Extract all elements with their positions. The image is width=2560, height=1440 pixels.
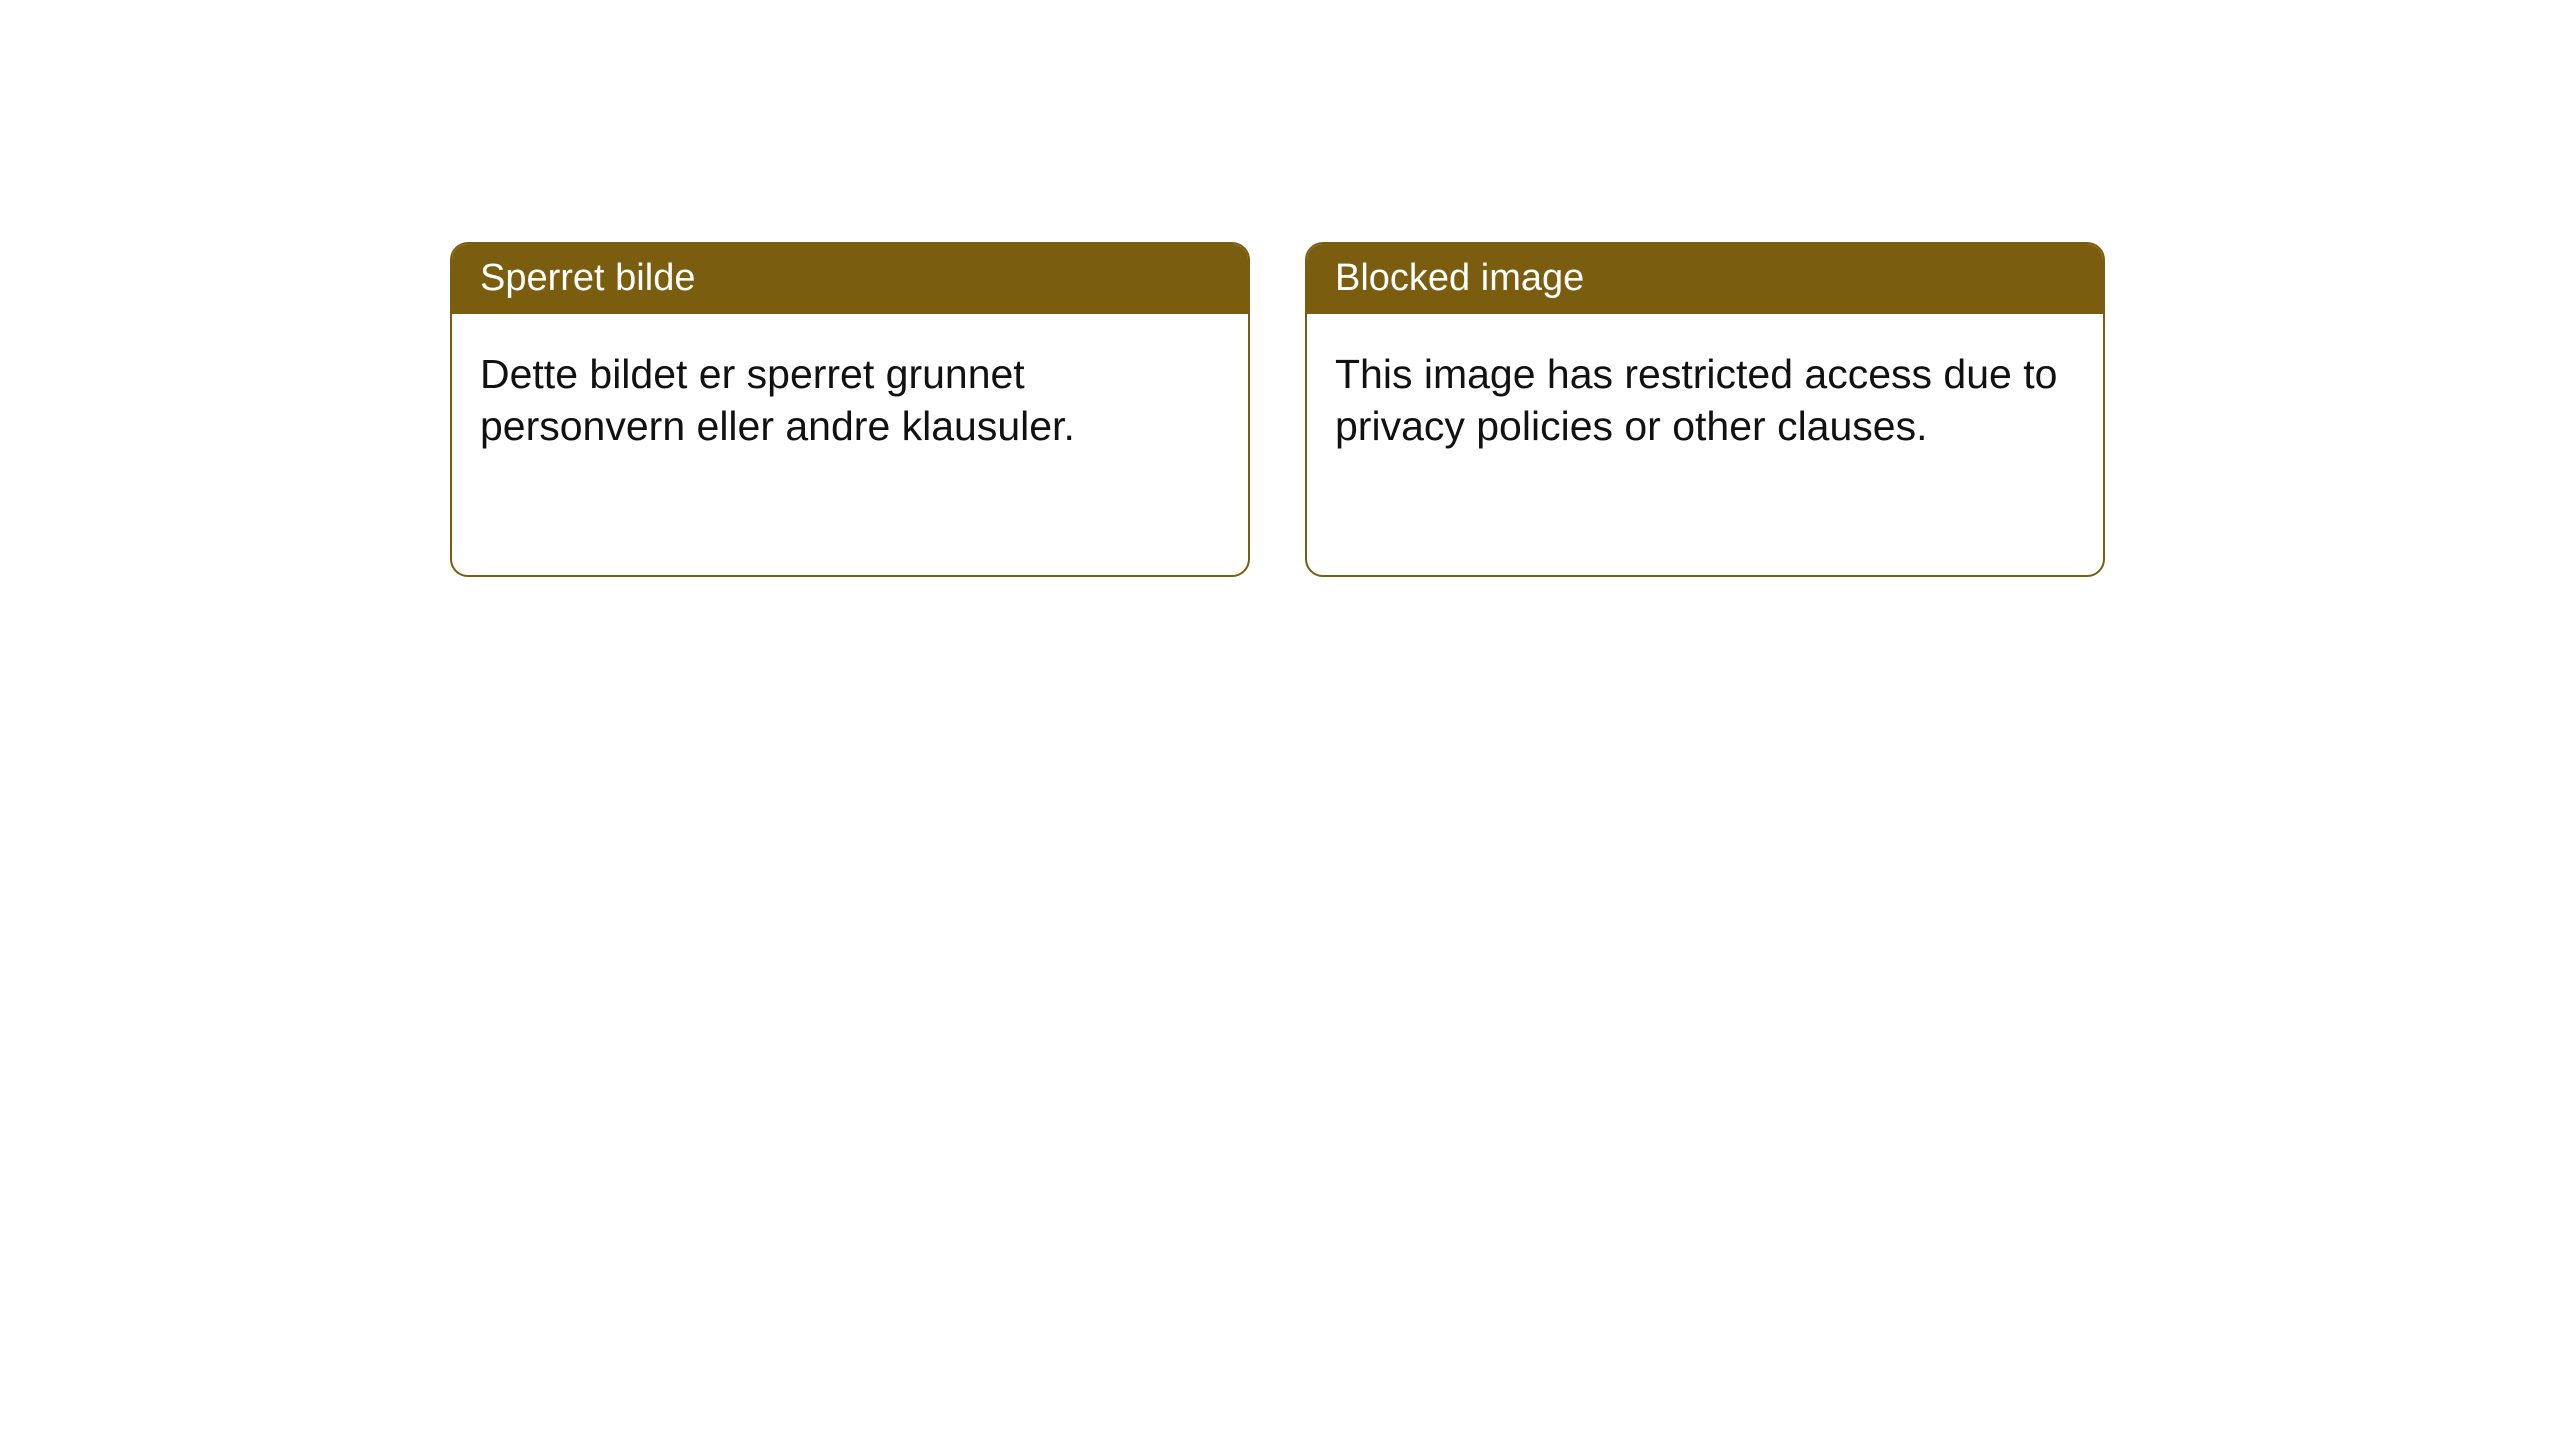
card-body: Dette bildet er sperret grunnet personve… (452, 314, 1248, 487)
card-body-text: This image has restricted access due to … (1335, 351, 2057, 449)
card-body-text: Dette bildet er sperret grunnet personve… (480, 351, 1075, 449)
blocked-image-card-no: Sperret bilde Dette bildet er sperret gr… (450, 242, 1250, 577)
card-title: Sperret bilde (480, 257, 695, 299)
card-header: Blocked image (1307, 244, 2103, 314)
card-title: Blocked image (1335, 257, 1584, 299)
blocked-image-card-en: Blocked image This image has restricted … (1305, 242, 2105, 577)
card-body: This image has restricted access due to … (1307, 314, 2103, 487)
card-header: Sperret bilde (452, 244, 1248, 314)
notice-cards-container: Sperret bilde Dette bildet er sperret gr… (450, 242, 2560, 577)
